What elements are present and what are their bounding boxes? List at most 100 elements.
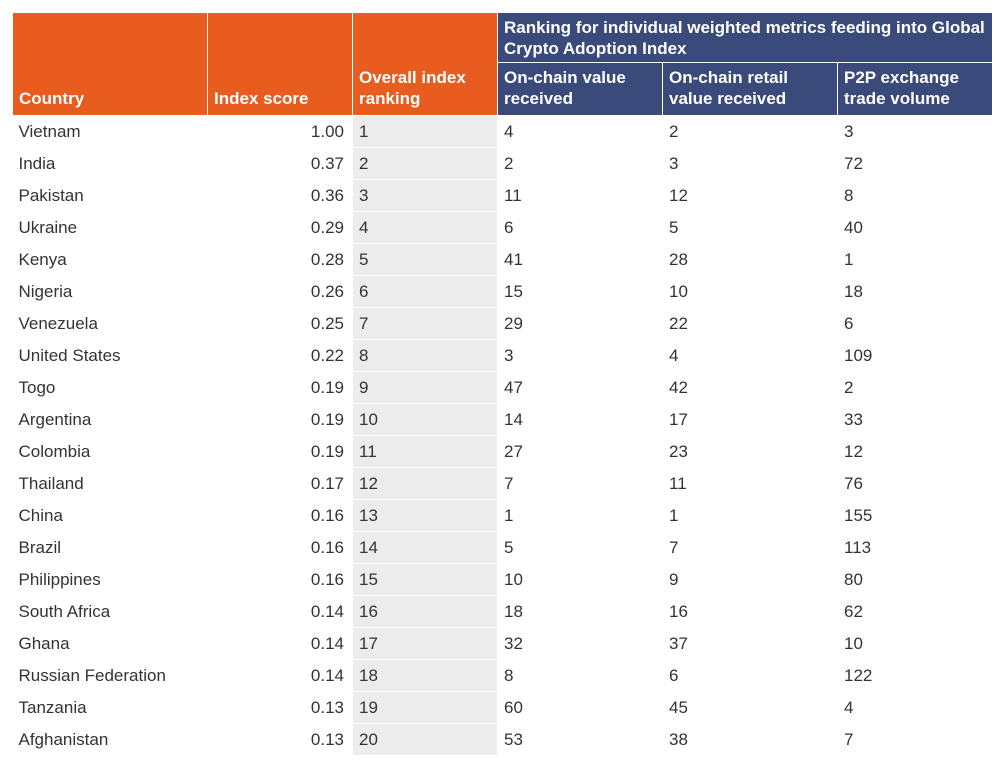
cell-onchain-retail: 1 bbox=[663, 500, 838, 532]
cell-p2p-volume: 7 bbox=[838, 724, 993, 756]
table-row: Venezuela0.25729226 bbox=[13, 308, 993, 340]
cell-onchain-retail: 23 bbox=[663, 436, 838, 468]
cell-p2p-volume: 80 bbox=[838, 564, 993, 596]
table-row: Brazil0.161457113 bbox=[13, 532, 993, 564]
table-row: India0.3722372 bbox=[13, 148, 993, 180]
cell-country: Russian Federation bbox=[13, 660, 208, 692]
cell-onchain-retail: 7 bbox=[663, 532, 838, 564]
cell-onchain-retail: 3 bbox=[663, 148, 838, 180]
table-row: United States0.22834109 bbox=[13, 340, 993, 372]
cell-p2p-volume: 109 bbox=[838, 340, 993, 372]
cell-country: Kenya bbox=[13, 244, 208, 276]
cell-p2p-volume: 12 bbox=[838, 436, 993, 468]
cell-onchain-value: 1 bbox=[498, 500, 663, 532]
cell-index-score: 0.13 bbox=[208, 724, 353, 756]
cell-index-score: 0.22 bbox=[208, 340, 353, 372]
table-row: Argentina0.1910141733 bbox=[13, 404, 993, 436]
cell-overall-rank: 9 bbox=[353, 372, 498, 404]
col-header-group-metrics: Ranking for individual weighted metrics … bbox=[498, 13, 993, 63]
cell-country: Afghanistan bbox=[13, 724, 208, 756]
table-row: Kenya0.28541281 bbox=[13, 244, 993, 276]
cell-p2p-volume: 18 bbox=[838, 276, 993, 308]
cell-country: Nigeria bbox=[13, 276, 208, 308]
cell-index-score: 0.14 bbox=[208, 660, 353, 692]
cell-onchain-value: 32 bbox=[498, 628, 663, 660]
cell-onchain-retail: 9 bbox=[663, 564, 838, 596]
table-row: Colombia0.1911272312 bbox=[13, 436, 993, 468]
cell-index-score: 0.16 bbox=[208, 564, 353, 596]
cell-overall-rank: 2 bbox=[353, 148, 498, 180]
table-row: South Africa0.1416181662 bbox=[13, 596, 993, 628]
cell-overall-rank: 16 bbox=[353, 596, 498, 628]
cell-onchain-value: 5 bbox=[498, 532, 663, 564]
cell-index-score: 0.36 bbox=[208, 180, 353, 212]
cell-p2p-volume: 4 bbox=[838, 692, 993, 724]
cell-country: Thailand bbox=[13, 468, 208, 500]
cell-onchain-value: 60 bbox=[498, 692, 663, 724]
cell-onchain-retail: 22 bbox=[663, 308, 838, 340]
table-row: China0.161311155 bbox=[13, 500, 993, 532]
cell-onchain-value: 10 bbox=[498, 564, 663, 596]
cell-overall-rank: 5 bbox=[353, 244, 498, 276]
table-row: Russian Federation0.141886122 bbox=[13, 660, 993, 692]
cell-onchain-value: 41 bbox=[498, 244, 663, 276]
cell-country: Ukraine bbox=[13, 212, 208, 244]
cell-p2p-volume: 1 bbox=[838, 244, 993, 276]
cell-onchain-value: 3 bbox=[498, 340, 663, 372]
table-row: Togo0.19947422 bbox=[13, 372, 993, 404]
cell-country: Pakistan bbox=[13, 180, 208, 212]
cell-country: Tanzania bbox=[13, 692, 208, 724]
cell-onchain-retail: 16 bbox=[663, 596, 838, 628]
cell-overall-rank: 12 bbox=[353, 468, 498, 500]
cell-index-score: 1.00 bbox=[208, 116, 353, 148]
cell-onchain-retail: 5 bbox=[663, 212, 838, 244]
cell-overall-rank: 20 bbox=[353, 724, 498, 756]
cell-p2p-volume: 62 bbox=[838, 596, 993, 628]
cell-onchain-value: 14 bbox=[498, 404, 663, 436]
cell-onchain-value: 27 bbox=[498, 436, 663, 468]
cell-country: United States bbox=[13, 340, 208, 372]
cell-overall-rank: 15 bbox=[353, 564, 498, 596]
cell-onchain-value: 11 bbox=[498, 180, 663, 212]
cell-p2p-volume: 3 bbox=[838, 116, 993, 148]
cell-index-score: 0.16 bbox=[208, 532, 353, 564]
col-header-country: Country bbox=[13, 13, 208, 116]
cell-index-score: 0.19 bbox=[208, 404, 353, 436]
cell-country: Brazil bbox=[13, 532, 208, 564]
cell-p2p-volume: 76 bbox=[838, 468, 993, 500]
cell-p2p-volume: 10 bbox=[838, 628, 993, 660]
cell-overall-rank: 7 bbox=[353, 308, 498, 340]
cell-country: Vietnam bbox=[13, 116, 208, 148]
cell-onchain-retail: 37 bbox=[663, 628, 838, 660]
cell-p2p-volume: 72 bbox=[838, 148, 993, 180]
cell-onchain-value: 53 bbox=[498, 724, 663, 756]
cell-onchain-value: 6 bbox=[498, 212, 663, 244]
table-row: Nigeria0.266151018 bbox=[13, 276, 993, 308]
table-row: Pakistan0.36311128 bbox=[13, 180, 993, 212]
table-row: Afghanistan0.132053387 bbox=[13, 724, 993, 756]
cell-index-score: 0.16 bbox=[208, 500, 353, 532]
cell-index-score: 0.13 bbox=[208, 692, 353, 724]
col-header-onchain-retail: On-chain retail value received bbox=[663, 62, 838, 116]
cell-onchain-value: 29 bbox=[498, 308, 663, 340]
cell-onchain-retail: 2 bbox=[663, 116, 838, 148]
cell-country: Argentina bbox=[13, 404, 208, 436]
cell-overall-rank: 10 bbox=[353, 404, 498, 436]
cell-index-score: 0.14 bbox=[208, 596, 353, 628]
table-row: Ukraine0.2946540 bbox=[13, 212, 993, 244]
table-row: Vietnam1.001423 bbox=[13, 116, 993, 148]
cell-index-score: 0.28 bbox=[208, 244, 353, 276]
cell-p2p-volume: 113 bbox=[838, 532, 993, 564]
cell-index-score: 0.29 bbox=[208, 212, 353, 244]
cell-onchain-retail: 10 bbox=[663, 276, 838, 308]
cell-overall-rank: 4 bbox=[353, 212, 498, 244]
col-header-onchain-value: On-chain value received bbox=[498, 62, 663, 116]
cell-overall-rank: 3 bbox=[353, 180, 498, 212]
cell-overall-rank: 6 bbox=[353, 276, 498, 308]
cell-country: Ghana bbox=[13, 628, 208, 660]
cell-onchain-retail: 12 bbox=[663, 180, 838, 212]
cell-overall-rank: 11 bbox=[353, 436, 498, 468]
cell-onchain-value: 47 bbox=[498, 372, 663, 404]
cell-p2p-volume: 33 bbox=[838, 404, 993, 436]
cell-country: Togo bbox=[13, 372, 208, 404]
